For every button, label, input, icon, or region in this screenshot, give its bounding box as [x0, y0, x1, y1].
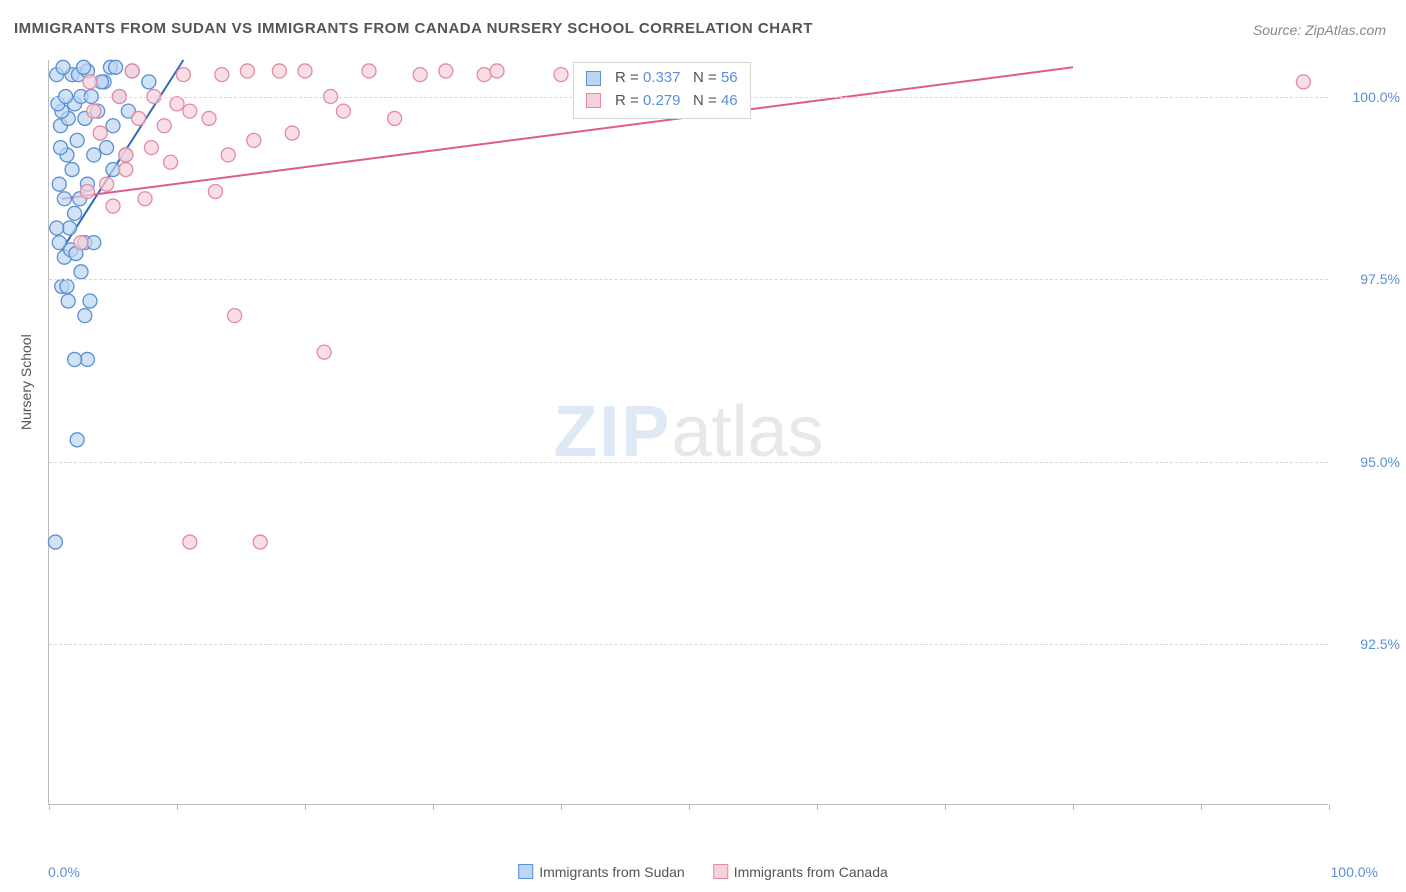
gridline [49, 279, 1328, 280]
x-max-label: 100.0% [1331, 864, 1378, 880]
y-tick-label: 92.5% [1360, 636, 1400, 652]
x-tick [433, 804, 434, 810]
series-legend: Immigrants from Sudan Immigrants from Ca… [518, 864, 888, 880]
x-tick [689, 804, 690, 810]
x-tick [177, 804, 178, 810]
x-tick [1073, 804, 1074, 810]
legend-row-canada: R = 0.279 N = 46 [586, 90, 738, 113]
swatch-canada [586, 93, 601, 108]
y-axis-title: Nursery School [18, 334, 34, 430]
chart-title: IMMIGRANTS FROM SUDAN VS IMMIGRANTS FROM… [14, 20, 813, 37]
source-label: Source: ZipAtlas.com [1253, 22, 1386, 38]
legend-row-sudan: R = 0.337 N = 56 [586, 67, 738, 90]
plot-svg [49, 60, 1328, 804]
gridline [49, 644, 1328, 645]
x-tick [561, 804, 562, 810]
x-tick [305, 804, 306, 810]
legend-item-sudan: Immigrants from Sudan [518, 864, 685, 880]
gridline [49, 462, 1328, 463]
legend-item-canada: Immigrants from Canada [713, 864, 888, 880]
x-min-label: 0.0% [48, 864, 80, 880]
x-tick [817, 804, 818, 810]
x-tick [1329, 804, 1330, 810]
swatch-sudan [586, 71, 601, 86]
y-tick-label: 97.5% [1360, 271, 1400, 287]
y-tick-label: 100.0% [1353, 89, 1400, 105]
y-tick-label: 95.0% [1360, 454, 1400, 470]
x-tick [945, 804, 946, 810]
plot-area: ZIPatlas 100.0%97.5%95.0%92.5% [48, 60, 1328, 805]
correlation-legend: R = 0.337 N = 56 R = 0.279 N = 46 [573, 62, 751, 119]
x-tick [49, 804, 50, 810]
x-tick [1201, 804, 1202, 810]
